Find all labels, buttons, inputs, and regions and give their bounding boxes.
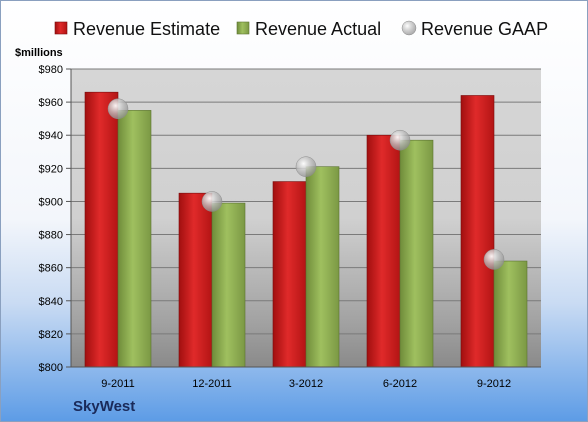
bar-revenue-actual: [493, 260, 528, 368]
y-tick-label: $960: [39, 97, 63, 109]
bar-revenue-estimate: [272, 181, 307, 368]
y-tick-label: $900: [39, 196, 63, 208]
bar-revenue-estimate: [178, 192, 213, 368]
y-tick-label: $920: [39, 163, 63, 175]
legend-swatch: [54, 21, 68, 35]
marker-revenue-gaap: [107, 98, 129, 119]
bar-revenue-estimate: [460, 95, 495, 368]
bar-revenue-actual: [211, 202, 246, 368]
gaap-markers: [107, 98, 505, 270]
y-tick-label: $800: [39, 362, 63, 374]
legend-swatch: [401, 20, 417, 36]
y-tick-label: $880: [39, 230, 63, 242]
legend-label: Revenue Estimate: [73, 19, 220, 39]
x-tick-label: 3-2012: [289, 378, 323, 390]
legend-label: Revenue GAAP: [421, 19, 548, 39]
bar-revenue-estimate: [366, 134, 401, 368]
y-tick-label: $820: [39, 329, 63, 341]
x-tick-label: 12-2011: [192, 378, 232, 390]
bar-revenue-actual: [399, 139, 434, 368]
marker-revenue-gaap: [295, 156, 317, 177]
y-axis: $800 $820 $840 $860 $880 $900 $920 $940 $960 $980: [39, 64, 72, 374]
y-tick-label: $940: [39, 130, 63, 142]
marker-revenue-gaap: [483, 249, 505, 270]
x-tick-label: 9-2012: [477, 378, 511, 390]
company-name: SkyWest: [73, 398, 136, 415]
chart-legend: Revenue Estimate Revenue Actual Revenue GA…: [54, 19, 548, 39]
bar-revenue-actual: [117, 110, 152, 368]
legend-label: Revenue Actual: [255, 19, 381, 39]
x-tick-label: 9-2011: [101, 378, 134, 390]
x-axis: 9-2011 12-2011 3-2012 6-2012 9-2012: [71, 366, 541, 390]
bar-revenue-estimate: [84, 91, 119, 368]
x-tick-label: 6-2012: [383, 378, 417, 390]
y-axis-unit-label: $millions: [15, 47, 63, 59]
marker-revenue-gaap: [389, 129, 411, 151]
bars: [84, 91, 528, 368]
marker-revenue-gaap: [201, 191, 223, 212]
legend-swatch: [236, 21, 250, 35]
y-tick-label: $980: [39, 64, 63, 76]
y-tick-label: $860: [39, 263, 63, 275]
y-tick-label: $840: [39, 296, 63, 308]
bar-revenue-actual: [305, 166, 340, 368]
